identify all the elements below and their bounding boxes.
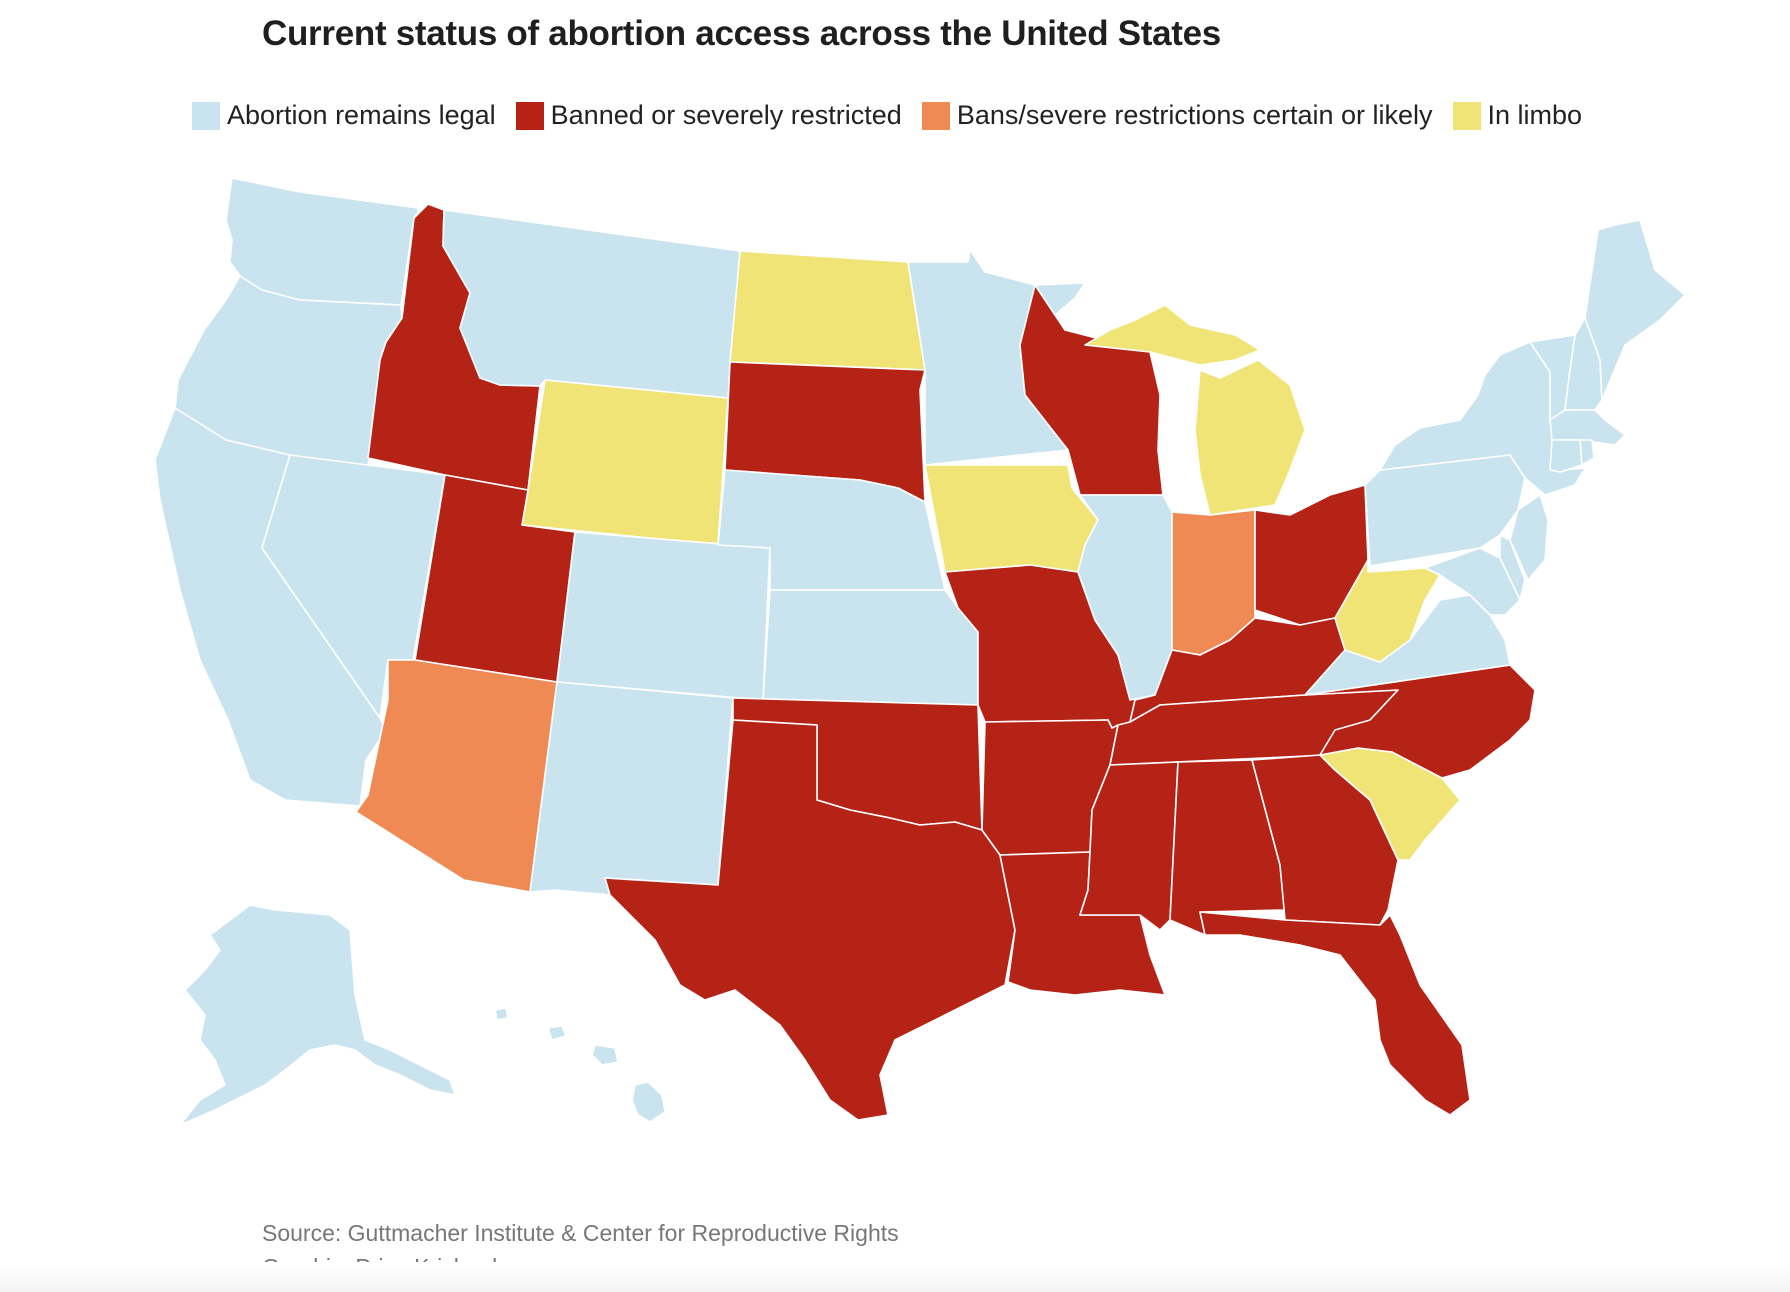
state-AZ[interactable] (355, 659, 558, 893)
legend-label-limbo: In limbo (1487, 100, 1583, 130)
state-NJ[interactable] (1509, 494, 1549, 581)
us-map (154, 177, 1686, 1126)
state-ME[interactable] (1584, 219, 1686, 401)
legend: Abortion remains legal Banned or severel… (192, 100, 1602, 131)
state-MT[interactable] (442, 209, 741, 399)
state-MD[interactable] (1424, 547, 1521, 616)
legend-item-limbo: In limbo (1452, 100, 1583, 131)
state-MI[interactable] (1194, 359, 1306, 516)
state-KS[interactable] (762, 589, 979, 706)
state-IL[interactable] (1077, 494, 1173, 701)
state-HI-oahu[interactable] (547, 1025, 567, 1041)
state-DE[interactable] (1499, 534, 1526, 601)
source-credit: Source: Guttmacher Institute & Center fo… (262, 1220, 899, 1246)
state-TX[interactable] (604, 719, 1016, 1121)
state-NC[interactable] (1304, 664, 1536, 779)
legend-label-banned: Banned or severely restricted (550, 100, 902, 130)
state-FL[interactable] (1199, 911, 1471, 1116)
legend-swatch-likely (921, 101, 950, 130)
legend-item-banned: Banned or severely restricted (515, 100, 902, 131)
state-AK[interactable] (179, 904, 456, 1126)
legend-label-likely: Bans/severe restrictions certain or like… (956, 100, 1433, 130)
bottom-fade (0, 1262, 1790, 1292)
state-IA[interactable] (924, 464, 1099, 573)
state-MI-UP[interactable] (1084, 304, 1261, 366)
legend-item-legal: Abortion remains legal (192, 100, 496, 131)
state-ND[interactable] (729, 250, 926, 371)
chart-title: Current status of abortion access across… (262, 14, 1221, 53)
state-NM[interactable] (529, 681, 734, 896)
state-CT[interactable] (1549, 439, 1583, 473)
state-WY[interactable] (521, 379, 729, 546)
legend-item-likely: Bans/severe restrictions certain or like… (921, 100, 1433, 131)
state-HI-kauai[interactable] (494, 1007, 509, 1021)
state-CO[interactable] (556, 531, 771, 701)
state-HI[interactable] (631, 1081, 666, 1123)
state-RI[interactable] (1579, 439, 1595, 466)
legend-label-legal: Abortion remains legal (227, 100, 496, 130)
legend-swatch-legal (192, 101, 220, 130)
state-HI-maui[interactable] (591, 1044, 619, 1066)
legend-swatch-limbo (1452, 101, 1481, 130)
legend-swatch-banned (515, 101, 544, 130)
